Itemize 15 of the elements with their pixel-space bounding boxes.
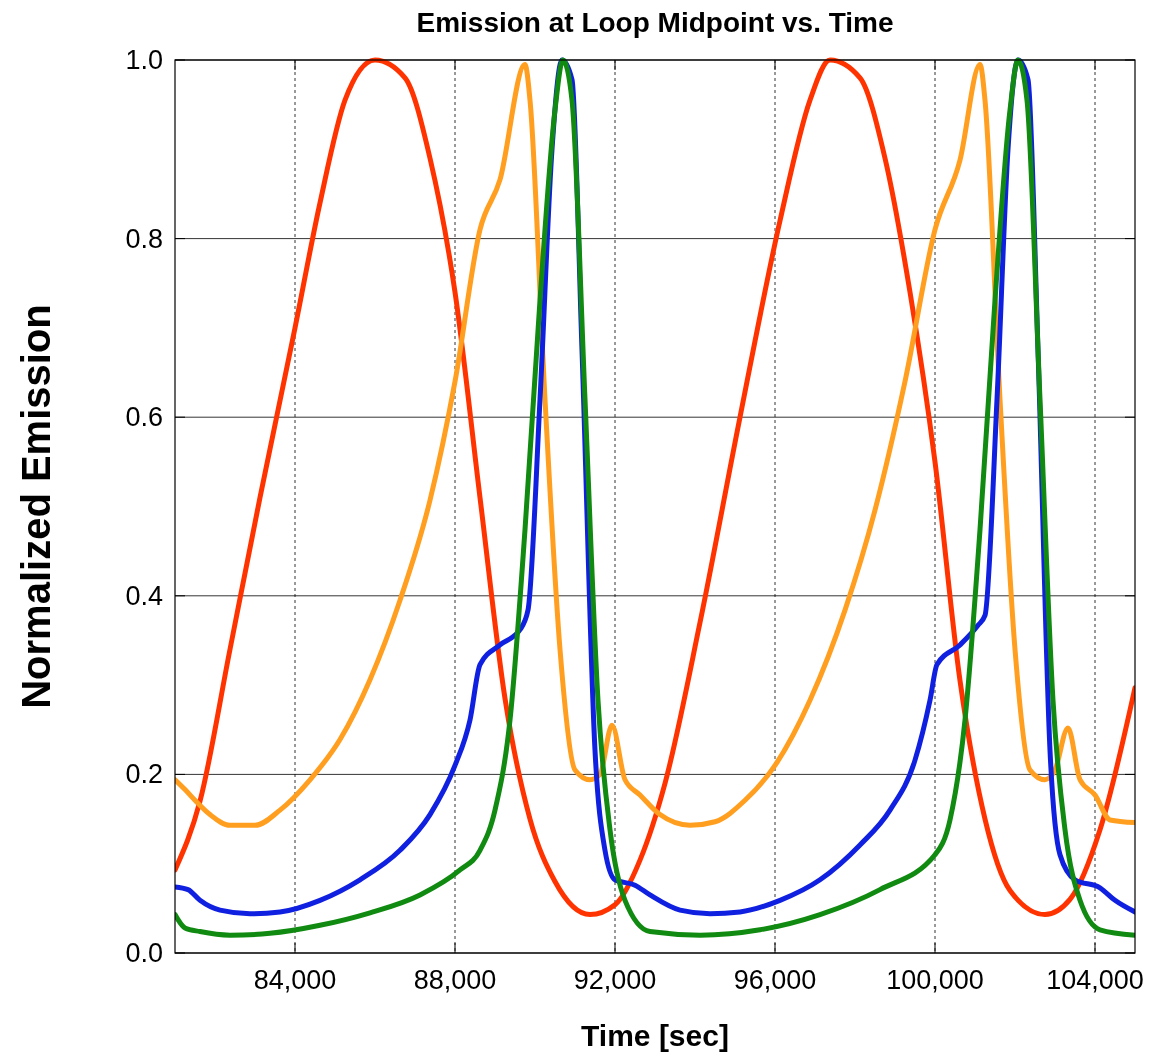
y-tick-label: 0.6: [125, 402, 163, 433]
x-tick-label: 84,000: [253, 965, 337, 995]
y-tick-label: 0.4: [125, 580, 163, 611]
y-tick-label: 0.0: [125, 938, 163, 968]
y-tick-label: 1.0: [125, 45, 163, 75]
y-tick-label: 0.2: [125, 759, 163, 790]
x-tick-label: 88,000: [413, 965, 497, 995]
x-axis-title: Time [sec]: [581, 1019, 729, 1052]
x-tick-label: 96,000: [733, 965, 817, 995]
chart-title: Emission at Loop Midpoint vs. Time: [416, 7, 894, 38]
x-tick-label: 92,000: [573, 965, 657, 995]
x-tick-label: 104,000: [1046, 965, 1144, 995]
x-tick-label: 100,000: [886, 965, 984, 995]
y-axis-title: Normalized Emission: [14, 304, 58, 709]
y-tick-label: 0.8: [125, 223, 163, 254]
